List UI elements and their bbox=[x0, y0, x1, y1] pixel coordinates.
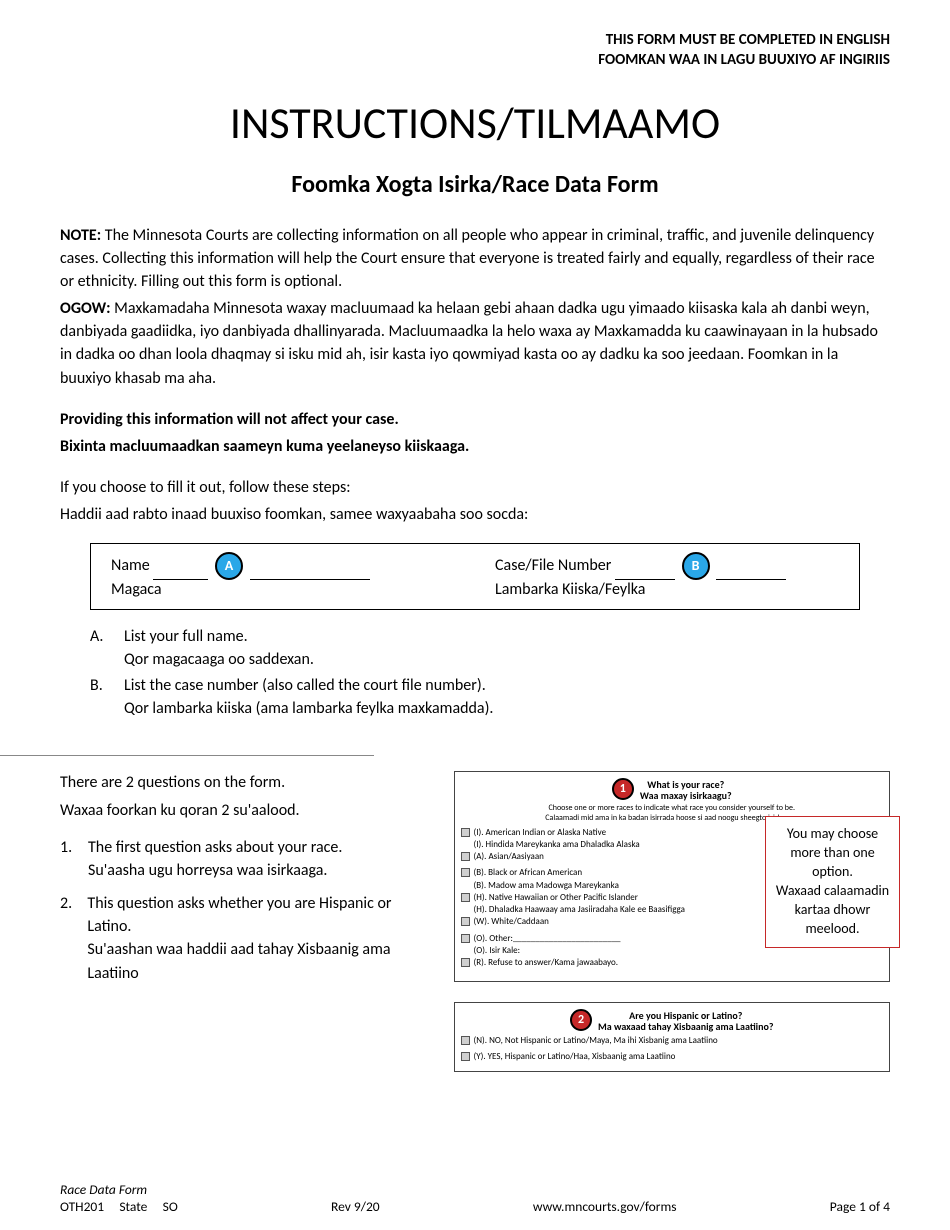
checkbox-icon bbox=[461, 868, 470, 877]
example-name-col: Name A Magaca bbox=[111, 552, 455, 599]
example-box: Name A Magaca Case/File Number B Lambark… bbox=[90, 543, 860, 610]
footer-state: State bbox=[119, 1198, 147, 1215]
instr-a: A. List your full name. Qor magacaaga oo… bbox=[90, 625, 860, 671]
opt-h-so: (H). Dhaladka Haawaay ama Jasiiradaha Ka… bbox=[474, 904, 685, 915]
checkbox-icon bbox=[461, 828, 470, 837]
steps-so: Haddii aad rabto inaad buuxiso foomkan, … bbox=[60, 503, 890, 526]
red-marker-1-icon: 1 bbox=[612, 778, 634, 800]
q1-so: Su'aasha ugu horreysa waa isirkaaga. bbox=[88, 859, 342, 882]
mini1-title-so: Waa maxay isirkaagu? bbox=[640, 789, 732, 802]
mini1-sub-en: Choose one or more races to indicate wha… bbox=[548, 803, 795, 813]
two-q-en: There are 2 questions on the form. bbox=[60, 771, 434, 794]
footer-url: www.mncourts.gov/forms bbox=[533, 1198, 677, 1215]
opt-n: (N). NO, Not Hispanic or Latino/Maya, Ma… bbox=[474, 1035, 718, 1046]
callout-en: You may choose more than one option. bbox=[772, 825, 893, 882]
opt-a: (A). Asian/Aasiyaan bbox=[474, 851, 544, 862]
section-divider bbox=[0, 755, 374, 756]
name-label: Name bbox=[111, 555, 150, 574]
checkbox-icon bbox=[461, 1036, 470, 1045]
opt-b-en: (B). Black or African American bbox=[474, 867, 583, 878]
note-text: The Minnesota Courts are collecting info… bbox=[60, 226, 875, 291]
checkbox-icon bbox=[461, 917, 470, 926]
mini1-title: What is your race? Waa maxay isirkaagu? bbox=[640, 779, 732, 801]
note-paragraph: NOTE: The Minnesota Courts are collectin… bbox=[60, 224, 890, 294]
case-field-left bbox=[615, 564, 675, 580]
checkbox-icon bbox=[461, 1052, 470, 1061]
header-line-so: FOOMKAN WAA IN LAGU BUUXIYO AF INGIRIIS bbox=[60, 50, 890, 70]
opt-h-en: (H). Native Hawaiian or Other Pacific Is… bbox=[474, 892, 638, 903]
example-case-col: Case/File Number B Lambarka Kiiska/Feylk… bbox=[495, 552, 839, 599]
effect-en: Providing this information will not affe… bbox=[60, 408, 890, 431]
instr-b-label: B. bbox=[90, 674, 110, 720]
page-footer: Race Data Form OTH201 State SO Rev 9/20 … bbox=[60, 1181, 890, 1215]
ogow-label: OGOW: bbox=[60, 299, 111, 318]
opt-w: (W). White/Caddaan bbox=[474, 916, 549, 927]
case-label: Case/File Number bbox=[495, 555, 611, 574]
q2-num: 2. bbox=[60, 892, 77, 985]
lower-section: There are 2 questions on the form. Waxaa… bbox=[60, 771, 890, 1072]
page-title: INSTRUCTIONS/TILMAAMO bbox=[60, 96, 890, 150]
effect-block: Providing this information will not affe… bbox=[60, 408, 890, 458]
checkbox-icon bbox=[461, 893, 470, 902]
instr-a-label: A. bbox=[90, 625, 110, 671]
opt-i-so: (I). Hindida Mareykanka ama Dhaladka Ala… bbox=[474, 839, 640, 850]
q2-row: 2. This question asks whether you are Hi… bbox=[60, 892, 434, 985]
opt-o-so: (O). Isir Kale: bbox=[474, 945, 521, 956]
ogow-paragraph: OGOW: Maxkamadaha Minnesota waxay macluu… bbox=[60, 297, 890, 390]
mini1-sub-so: Calaamadi mid ama in ka badan isirrada h… bbox=[545, 813, 798, 823]
instr-a-en: List your full name. bbox=[124, 625, 314, 648]
marker-b-icon: B bbox=[682, 552, 710, 580]
instr-b: B. List the case number (also called the… bbox=[90, 674, 860, 720]
footer-title: Race Data Form bbox=[60, 1181, 890, 1198]
checkbox-icon bbox=[461, 958, 470, 967]
mini2-title-so: Ma waxaad tahay Xisbaanig ama Laatiino? bbox=[598, 1020, 773, 1033]
footer-so: SO bbox=[163, 1198, 178, 1215]
mini2-title: Are you Hispanic or Latino? Ma waxaad ta… bbox=[598, 1010, 773, 1032]
question-list: 1. The first question asks about your ra… bbox=[60, 836, 434, 985]
marker-a-icon: A bbox=[215, 552, 243, 580]
q1-num: 1. bbox=[60, 836, 78, 882]
lower-right-col: 1 What is your race? Waa maxay isirkaagu… bbox=[454, 771, 891, 1072]
q2-so: Su'aashan waa haddii aad tahay Xisbaanig… bbox=[87, 938, 433, 984]
opt-o-en: (O). Other:________________________ bbox=[474, 933, 621, 944]
note-label: NOTE: bbox=[60, 226, 101, 245]
callout-box: You may choose more than one option. Wax… bbox=[765, 816, 900, 947]
footer-code: OTH201 bbox=[60, 1198, 104, 1215]
two-q-so: Waxaa foorkan ku qoran 2 su'aalood. bbox=[60, 799, 434, 822]
checkbox-icon bbox=[461, 852, 470, 861]
name-field-right bbox=[250, 564, 370, 580]
lower-left-col: There are 2 questions on the form. Waxaa… bbox=[60, 771, 434, 1072]
footer-rev: Rev 9/20 bbox=[331, 1198, 380, 1215]
opt-b-so: (B). Madow ama Madowga Mareykanka bbox=[474, 880, 619, 891]
opt-i-en: (I). American Indian or Alaska Native bbox=[474, 827, 607, 838]
case-label-so: Lambarka Kiiska/Feylka bbox=[495, 580, 839, 599]
instr-b-en: List the case number (also called the co… bbox=[124, 674, 493, 697]
steps-en: If you choose to fill it out, follow the… bbox=[60, 476, 890, 499]
q1-en: The first question asks about your race. bbox=[88, 836, 342, 859]
footer-page: Page 1 of 4 bbox=[830, 1198, 890, 1215]
checkbox-icon bbox=[461, 934, 470, 943]
name-label-so: Magaca bbox=[111, 580, 455, 599]
q2-en: This question asks whether you are Hispa… bbox=[87, 892, 433, 938]
instr-b-so: Qor lambarka kiiska (ama lambarka feylka… bbox=[124, 697, 493, 720]
document-page: THIS FORM MUST BE COMPLETED IN ENGLISH F… bbox=[0, 0, 950, 1230]
case-field-right bbox=[716, 564, 786, 580]
header-line-en: THIS FORM MUST BE COMPLETED IN ENGLISH bbox=[60, 30, 890, 50]
mini-form-q2: 2 Are you Hispanic or Latino? Ma waxaad … bbox=[454, 1002, 891, 1072]
instr-a-so: Qor magacaaga oo saddexan. bbox=[124, 648, 314, 671]
red-marker-2-icon: 2 bbox=[570, 1009, 592, 1031]
effect-so: Bixinta macluumaadkan saameyn kuma yeela… bbox=[60, 435, 890, 458]
header-notice: THIS FORM MUST BE COMPLETED IN ENGLISH F… bbox=[60, 30, 890, 71]
q1-row: 1. The first question asks about your ra… bbox=[60, 836, 434, 882]
instruction-list: A. List your full name. Qor magacaaga oo… bbox=[90, 625, 860, 721]
name-field-left bbox=[153, 564, 208, 580]
page-subtitle: Foomka Xogta Isirka/Race Data Form bbox=[60, 170, 890, 199]
opt-r: (R). Refuse to answer/Kama jawaabayo. bbox=[474, 957, 619, 968]
steps-intro: If you choose to fill it out, follow the… bbox=[60, 476, 890, 526]
opt-y: (Y). YES, Hispanic or Latino/Haa, Xisbaa… bbox=[474, 1051, 676, 1062]
ogow-text: Maxkamadaha Minnesota waxay macluumaad k… bbox=[60, 299, 878, 388]
callout-so: Waxaad calaamadin kartaa dhowr meelood. bbox=[772, 882, 893, 939]
